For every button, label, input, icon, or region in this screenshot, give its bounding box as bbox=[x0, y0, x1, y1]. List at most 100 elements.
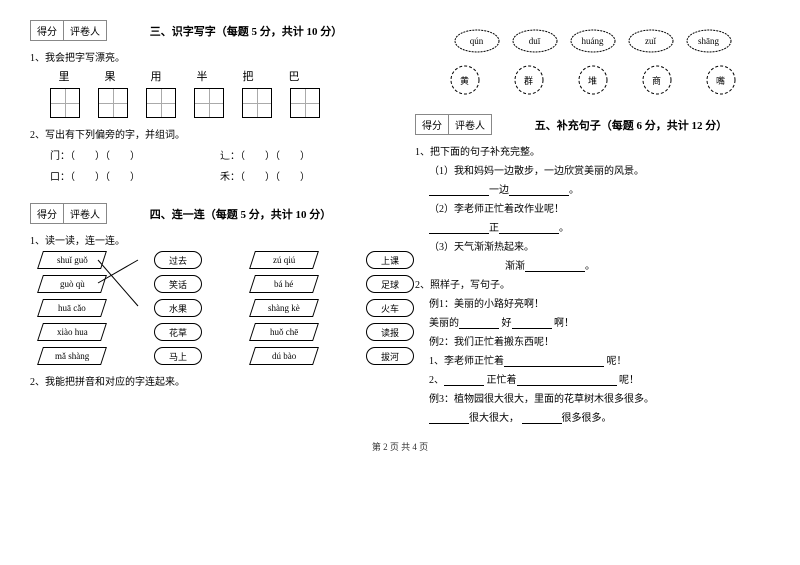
paren-item: 门：（ ）（ ） bbox=[50, 147, 140, 162]
blank-line: 很大很大， 很多很多。 bbox=[429, 409, 770, 424]
char-labels: 里 果 用 半 把 巴 bbox=[50, 68, 385, 84]
match-col-pinyin: shuǐ guǒ guò qù huā cǎo xiào hua mǎ shàn… bbox=[40, 251, 104, 365]
pinyin-box: shuǐ guǒ bbox=[37, 251, 107, 269]
sun-char: 商 bbox=[635, 62, 679, 98]
example-1: 例1：美丽的小路好亮啊！ bbox=[429, 295, 770, 310]
word-box: 笑话 bbox=[154, 275, 202, 293]
word-box: 水果 bbox=[154, 299, 202, 317]
blank-line: 2、 正忙着 呢！ bbox=[429, 371, 770, 386]
hint-text: 2、 bbox=[429, 375, 444, 386]
blank-line: 渐渐。 bbox=[505, 257, 770, 272]
hint-text: 1、李老师正忙着 bbox=[429, 356, 504, 367]
char: 半 bbox=[188, 68, 216, 84]
q5-1-1: （1）我和妈妈一边散步，一边欣赏美丽的风景。 bbox=[429, 162, 770, 177]
hint-text: 正忙着 bbox=[487, 375, 517, 386]
pinyin-box: bá hé bbox=[249, 275, 319, 293]
sun-char: 群 bbox=[507, 62, 551, 98]
paren-item: 辶：（ ）（ ） bbox=[220, 147, 310, 162]
word-box: 拔河 bbox=[366, 347, 414, 365]
sun-row-bottom: 黄 群 堆 商 嘴 bbox=[415, 62, 770, 98]
tian-grid bbox=[242, 88, 272, 118]
score-label: 得分 bbox=[416, 115, 449, 134]
grader-label: 评卷人 bbox=[64, 21, 106, 40]
word-box: 过去 bbox=[154, 251, 202, 269]
pinyin-box: shàng kè bbox=[249, 299, 319, 317]
example-3: 例3：植物园很大很大，里面的花草树木很多很多。 bbox=[429, 390, 770, 405]
page: 得分 评卷人 三、识字写字（每题 5 分，共计 10 分） 1、我会把字写漂亮。… bbox=[30, 20, 770, 428]
q3-1: 1、我会把字写漂亮。 bbox=[30, 49, 385, 64]
sun-char: 黄 bbox=[443, 62, 487, 98]
hint-text: 啊！ bbox=[554, 318, 574, 329]
word-box: 花草 bbox=[154, 323, 202, 341]
blank-line: 1、李老师正忙着 呢！ bbox=[429, 352, 770, 367]
tian-grid bbox=[146, 88, 176, 118]
section-5-title: 五、补充句子（每题 6 分，共计 12 分） bbox=[535, 120, 728, 132]
score-label: 得分 bbox=[31, 21, 64, 40]
q5-1-2: （2）李老师正忙着改作业呢！ bbox=[429, 200, 770, 215]
word-box: 读报 bbox=[366, 323, 414, 341]
q4-1: 1、读一读，连一连。 bbox=[30, 232, 385, 247]
q5-1: 1、把下面的句子补充完整。 bbox=[415, 143, 770, 158]
section-3-title: 三、识字写字（每题 5 分，共计 10 分） bbox=[150, 26, 343, 38]
score-label: 得分 bbox=[31, 204, 64, 223]
sun-pinyin: duī bbox=[510, 26, 560, 56]
paren-item: 口：（ ）（ ） bbox=[50, 168, 140, 183]
match-col-word: 过去 笑话 水果 花草 马上 bbox=[154, 251, 202, 365]
hint-text: 呢！ bbox=[619, 375, 639, 386]
paren-row: 门：（ ）（ ） 辶：（ ）（ ） bbox=[50, 147, 385, 162]
paren-item: 禾：（ ）（ ） bbox=[220, 168, 310, 183]
score-box: 得分 评卷人 bbox=[415, 114, 492, 135]
blank-line: 一边。 bbox=[429, 181, 770, 196]
tian-grid-row bbox=[50, 88, 385, 118]
hint-text: 好 bbox=[502, 318, 512, 329]
hint-text: 一边 bbox=[489, 185, 509, 196]
hint-text: 很大很大， bbox=[469, 413, 519, 424]
tian-grid bbox=[98, 88, 128, 118]
hint-text: 美丽的 bbox=[429, 318, 459, 329]
q3-2: 2、写出有下列偏旁的字，并组词。 bbox=[30, 126, 385, 141]
char: 把 bbox=[234, 68, 262, 84]
pinyin-box: guò qù bbox=[37, 275, 107, 293]
tian-grid bbox=[194, 88, 224, 118]
pinyin-box: dú bào bbox=[249, 347, 319, 365]
left-column: 得分 评卷人 三、识字写字（每题 5 分，共计 10 分） 1、我会把字写漂亮。… bbox=[30, 20, 385, 428]
example-2: 例2：我们正忙着搬东西呢！ bbox=[429, 333, 770, 348]
tian-grid bbox=[290, 88, 320, 118]
char: 果 bbox=[96, 68, 124, 84]
hint-text: 很多很多。 bbox=[562, 413, 612, 424]
match-area: shuǐ guǒ guò qù huā cǎo xiào hua mǎ shàn… bbox=[30, 251, 385, 365]
match-col-word: 上课 足球 火车 读报 拔河 bbox=[366, 251, 414, 365]
pinyin-box: huǒ chē bbox=[249, 323, 319, 341]
sun-char: 嘴 bbox=[699, 62, 743, 98]
grader-label: 评卷人 bbox=[64, 204, 106, 223]
word-box: 上课 bbox=[366, 251, 414, 269]
sun-pinyin: shāng bbox=[684, 26, 734, 56]
sun-pinyin: zuǐ bbox=[626, 26, 676, 56]
grader-label: 评卷人 bbox=[449, 115, 491, 134]
char: 巴 bbox=[280, 68, 308, 84]
word-box: 马上 bbox=[154, 347, 202, 365]
paren-row: 口：（ ）（ ） 禾：（ ）（ ） bbox=[50, 168, 385, 183]
pinyin-box: huā cǎo bbox=[37, 299, 107, 317]
sun-pinyin: qún bbox=[452, 26, 502, 56]
blank-line: 美丽的 好 啊！ bbox=[429, 314, 770, 329]
word-box: 火车 bbox=[366, 299, 414, 317]
page-footer: 第 2 页 共 4 页 bbox=[30, 440, 770, 453]
hint-text: 正 bbox=[489, 223, 499, 234]
score-box: 得分 评卷人 bbox=[30, 20, 107, 41]
q4-2: 2、我能把拼音和对应的字连起来。 bbox=[30, 373, 385, 388]
hint-text: 呢！ bbox=[607, 356, 627, 367]
pinyin-box: xiào hua bbox=[37, 323, 107, 341]
word-box: 足球 bbox=[366, 275, 414, 293]
right-column: qún duī huáng zuǐ shāng 黄 bbox=[415, 20, 770, 428]
q5-1-3: （3）天气渐渐热起来。 bbox=[429, 238, 770, 253]
blank-line: 正。 bbox=[429, 219, 770, 234]
char: 里 bbox=[50, 68, 78, 84]
section-4-title: 四、连一连（每题 5 分，共计 10 分） bbox=[150, 209, 332, 221]
char: 用 bbox=[142, 68, 170, 84]
q5-2: 2、照样子，写句子。 bbox=[415, 276, 770, 291]
score-box: 得分 评卷人 bbox=[30, 203, 107, 224]
match-col-pinyin: zú qiú bá hé shàng kè huǒ chē dú bào bbox=[252, 251, 316, 365]
hint-text: 渐渐 bbox=[505, 261, 525, 272]
sun-char: 堆 bbox=[571, 62, 615, 98]
